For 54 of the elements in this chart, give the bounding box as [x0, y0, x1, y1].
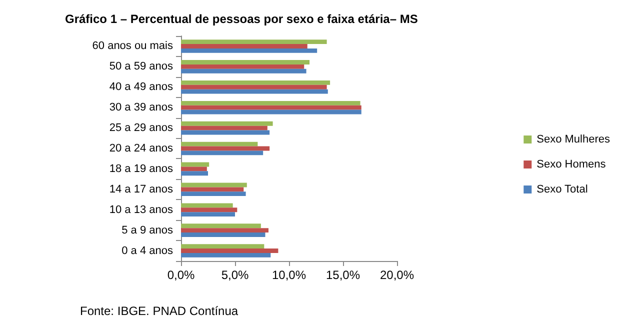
bar	[181, 208, 238, 212]
bar	[181, 232, 266, 237]
y-tick-label: 14 a 17 anos	[109, 183, 174, 196]
bar	[181, 105, 362, 110]
bar	[181, 171, 208, 176]
legend-label: Sexo Homens	[536, 158, 606, 170]
bar	[181, 100, 360, 106]
y-tick-label: 60 anos ou mais	[92, 40, 174, 52]
bar	[181, 166, 207, 172]
bar	[181, 142, 258, 146]
bar	[181, 212, 235, 217]
bar	[181, 228, 268, 233]
bar	[181, 182, 247, 188]
y-tick-label: 50 a 59 anos	[109, 60, 174, 73]
source-note: Fonte: IBGE. PNAD Contínua	[80, 304, 238, 318]
legend-label: Sexo Total	[536, 184, 588, 196]
bar	[181, 130, 270, 135]
x-tick-label: 20,0%	[380, 268, 414, 282]
x-tick-label: 0,0%	[167, 268, 195, 282]
bar	[181, 89, 328, 94]
bar	[181, 80, 330, 85]
bar	[181, 150, 264, 156]
bar	[181, 68, 306, 74]
y-tick-label: 30 a 39 anos	[109, 102, 174, 114]
chart-title: Gráfico 1 – Percentual de pessoas por sexo e faixa etária– MS	[65, 12, 418, 26]
y-tick-label: 5 a 9 anos	[122, 224, 174, 236]
bar	[181, 192, 246, 196]
bar	[181, 203, 233, 208]
bar	[181, 187, 244, 192]
bar	[181, 146, 270, 151]
x-tick-label: 5,0%	[221, 268, 249, 282]
bar	[181, 126, 268, 130]
bar	[181, 84, 327, 90]
bar	[181, 44, 308, 48]
x-tick-label: 10,0%	[272, 268, 306, 282]
bar	[181, 252, 271, 258]
bar	[181, 48, 318, 53]
y-tick-label: 0 a 4 anos	[122, 244, 174, 257]
bar	[181, 121, 273, 126]
y-tick-label: 18 a 19 anos	[109, 162, 174, 175]
bar	[181, 60, 310, 64]
bar	[181, 110, 362, 114]
y-tick-label: 10 a 13 anos	[109, 204, 174, 216]
y-tick-label: 20 a 24 anos	[109, 142, 174, 154]
x-tick-label: 15,0%	[326, 268, 360, 282]
bar	[181, 224, 261, 228]
bar	[181, 40, 327, 44]
bar	[181, 248, 278, 253]
y-tick-label: 25 a 29 anos	[109, 122, 174, 134]
bar	[181, 64, 304, 69]
bar	[181, 162, 210, 167]
bar	[181, 244, 264, 249]
y-tick-label: 40 a 49 anos	[109, 81, 174, 94]
legend-label: Sexo Mulheres	[536, 134, 610, 146]
